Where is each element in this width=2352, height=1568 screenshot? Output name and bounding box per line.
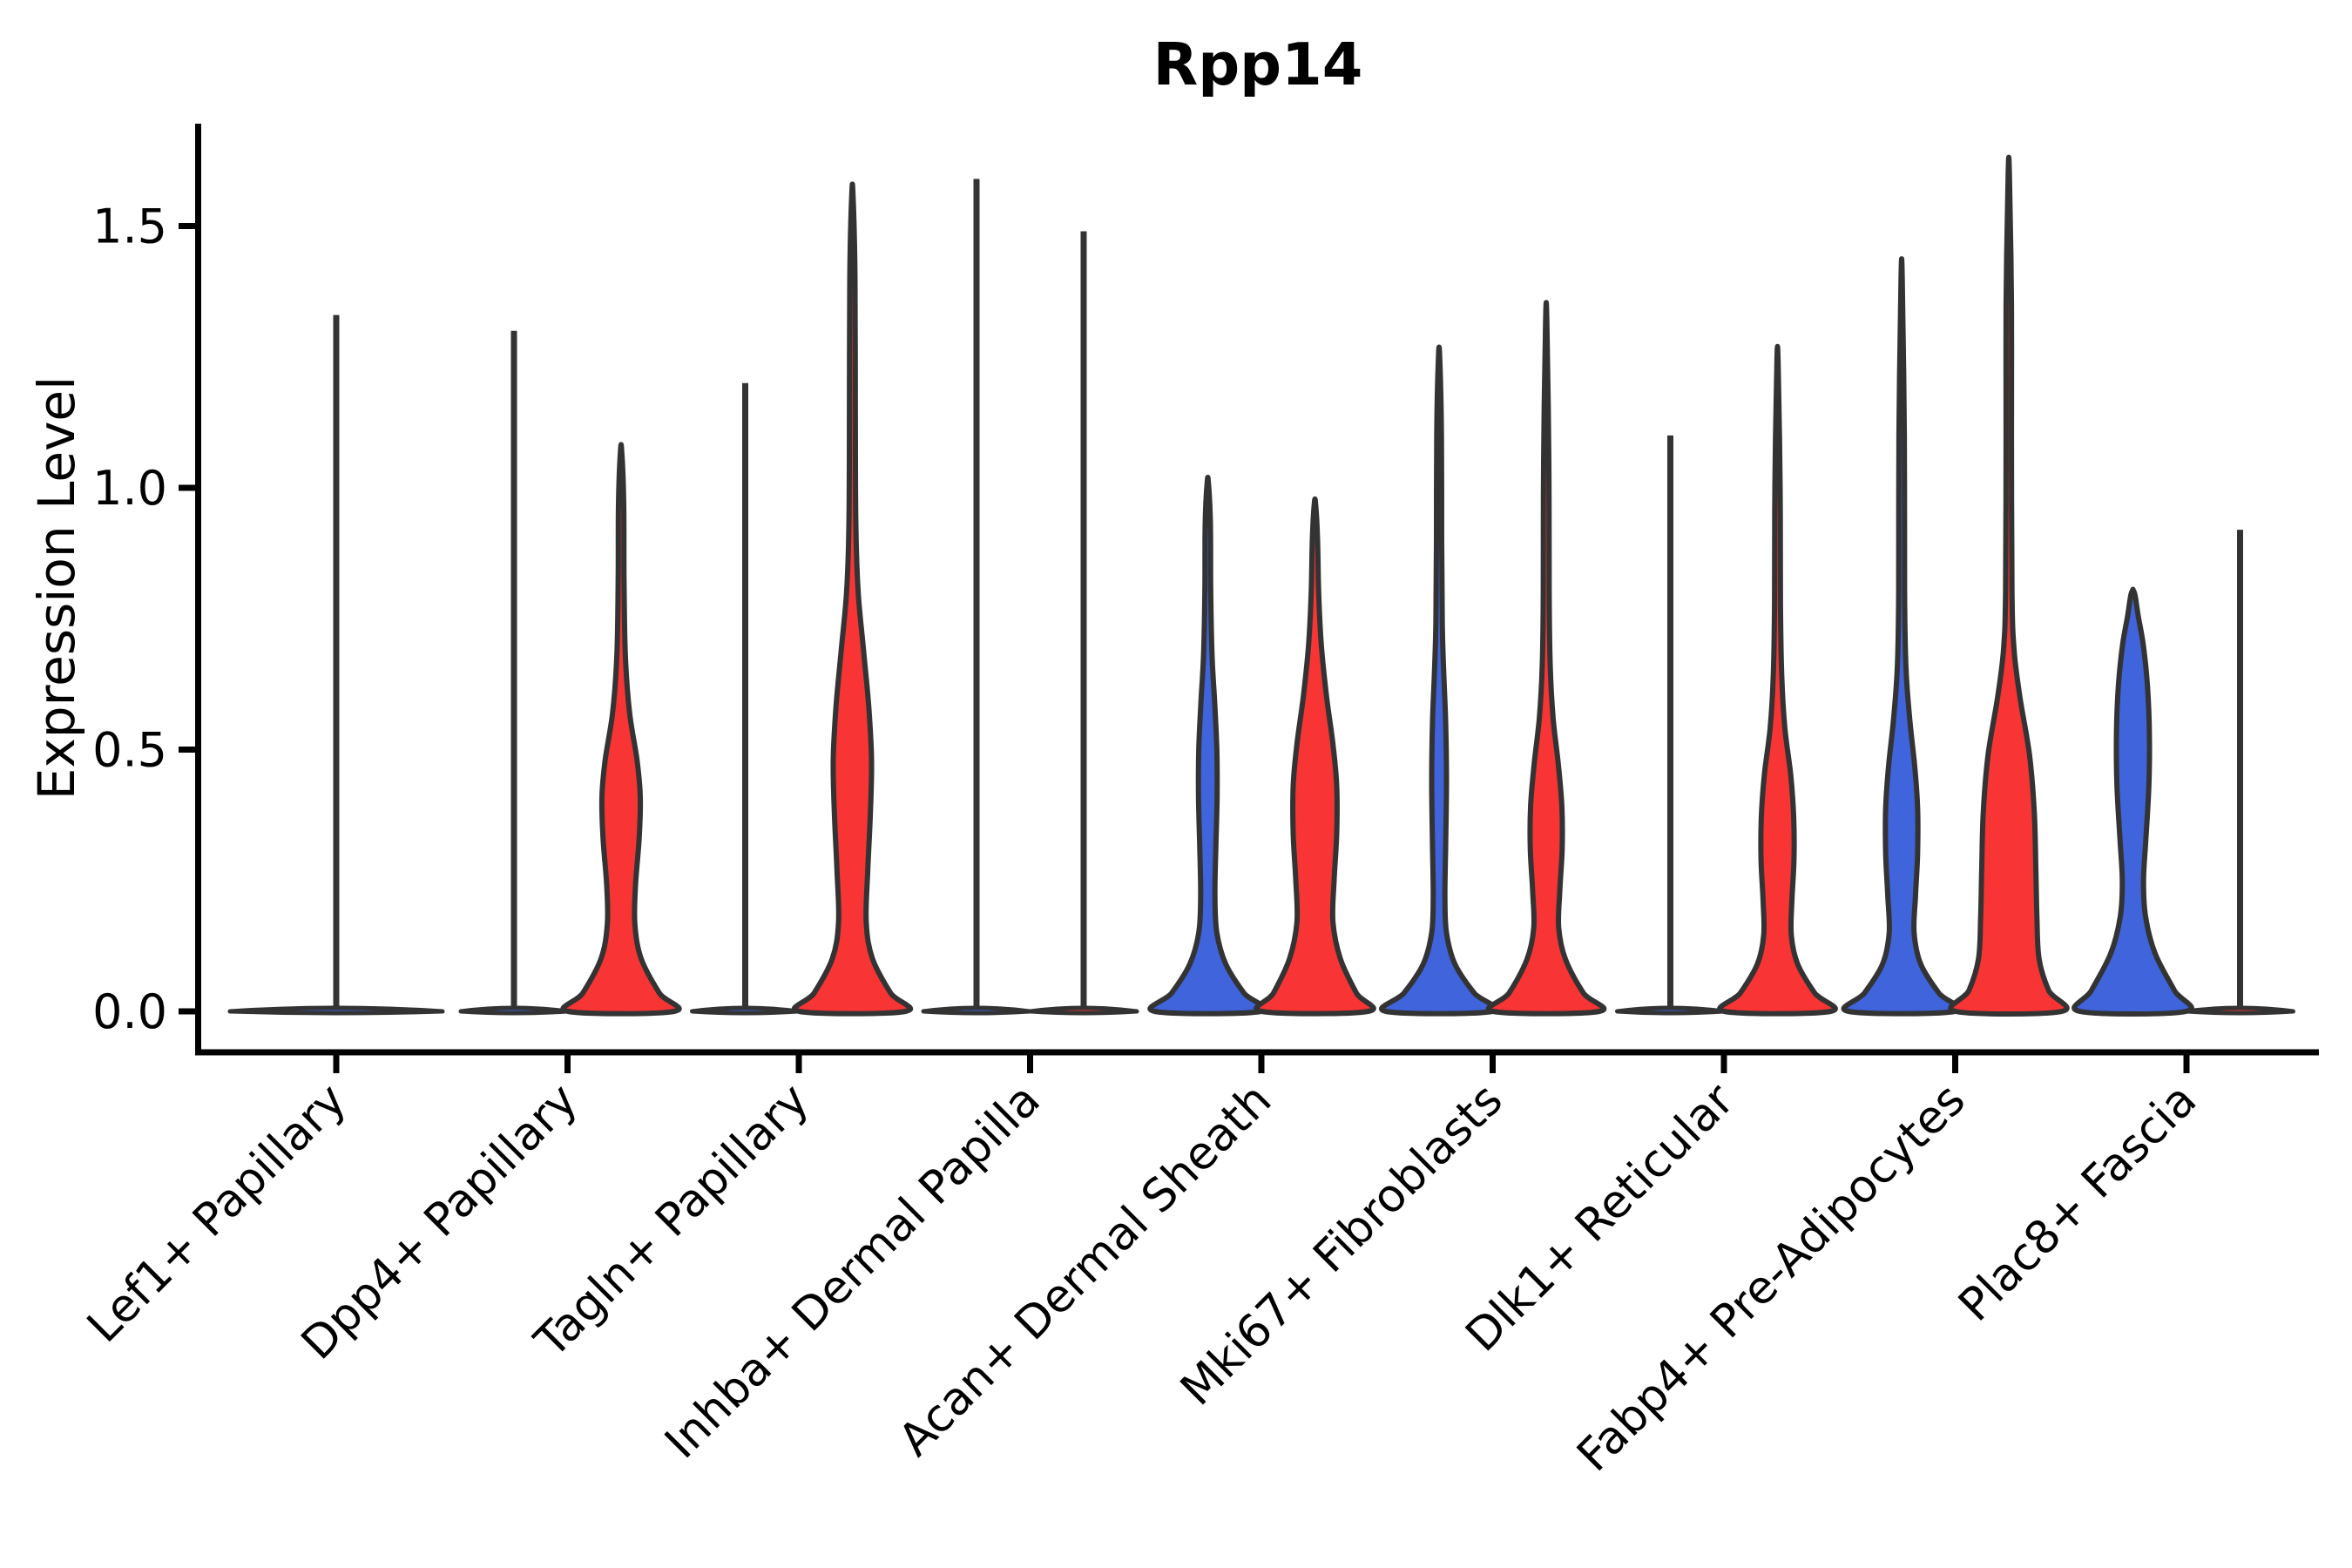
category-label: Acan+ Dermal Sheath	[889, 1074, 1282, 1467]
category-label: Inhba+ Dermal Papilla	[655, 1074, 1050, 1469]
y-tick-label: 0.0	[92, 984, 167, 1039]
x-tick-marks	[333, 1052, 2190, 1073]
y-tick-labels: 0.0 0.5 1.0 1.5	[92, 199, 167, 1040]
chart-title: Rpp14	[1153, 30, 1363, 98]
violin-red	[1485, 300, 1607, 1017]
y-tick-label: 1.0	[92, 461, 167, 516]
violin-blue	[2072, 586, 2194, 1017]
violins-layer	[227, 154, 2295, 1017]
violin-blue	[1379, 344, 1499, 1017]
violin-red	[1254, 496, 1376, 1017]
violin-blue	[1841, 256, 1963, 1017]
category-label: Fabp4+ Pre-Adipocytes	[1567, 1074, 1975, 1482]
violin-red	[1948, 154, 2070, 1017]
violin-flat-red	[1028, 1005, 1139, 1016]
violin-flat-blue	[227, 1005, 445, 1016]
violin-flat-red	[2185, 1005, 2295, 1016]
violin-red	[560, 442, 682, 1017]
y-tick-label: 0.5	[92, 723, 167, 778]
violin-red	[791, 181, 914, 1017]
violin-red	[1717, 343, 1838, 1017]
violin-blue	[1147, 475, 1268, 1017]
y-axis-label: Expression Level	[27, 376, 86, 800]
category-label: Plac8+ Fascia	[1949, 1074, 2207, 1332]
y-tick-marks	[179, 223, 198, 1015]
y-tick-label: 1.5	[92, 199, 167, 254]
